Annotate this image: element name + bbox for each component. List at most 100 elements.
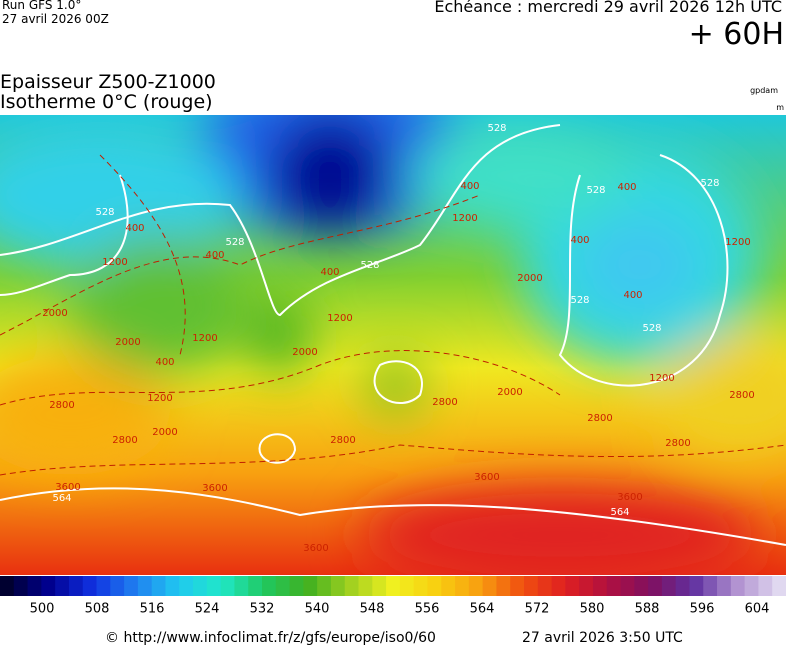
colorbar-swatch bbox=[124, 576, 139, 596]
contour-label: 400 bbox=[623, 290, 642, 301]
colorbar-label: 556 bbox=[415, 602, 440, 617]
contour-label: 2000 bbox=[115, 337, 140, 348]
colorbar-swatch bbox=[248, 576, 263, 596]
colorbar-label: 524 bbox=[195, 602, 220, 617]
title-2: Isotherme 0°C (rouge) bbox=[0, 91, 213, 113]
colorbar-swatch bbox=[468, 576, 484, 596]
contour-label: 400 bbox=[320, 267, 339, 278]
colorbar-swatch bbox=[55, 576, 70, 596]
field-blobs bbox=[0, 115, 786, 575]
colorbar-swatch bbox=[744, 576, 759, 596]
colorbar-swatch bbox=[358, 576, 373, 596]
colorbar-swatch bbox=[772, 576, 786, 596]
title-1: Epaisseur Z500-Z1000 bbox=[0, 71, 216, 93]
colorbar-swatch bbox=[165, 576, 180, 596]
contour-label: 3600 bbox=[55, 482, 80, 493]
unit-1: gpdam bbox=[750, 86, 778, 95]
colorbar-swatch bbox=[289, 576, 304, 596]
valid-time: Echéance : mercredi 29 avril 2026 12h UT… bbox=[434, 0, 782, 16]
colorbar-label: 532 bbox=[250, 602, 275, 617]
colorbar-label: 508 bbox=[85, 602, 110, 617]
colorbar-swatch bbox=[68, 576, 84, 596]
colorbar-swatch bbox=[717, 576, 732, 596]
colorbar-swatch bbox=[386, 576, 401, 596]
contour-label: 528 bbox=[360, 260, 379, 271]
contour-label: 3600 bbox=[474, 472, 499, 483]
colorbar-swatch bbox=[675, 576, 690, 596]
contour-label: 3600 bbox=[202, 483, 227, 494]
colorbar-label: 596 bbox=[690, 602, 715, 617]
colorbar-swatch bbox=[703, 576, 718, 596]
colorbar-swatch bbox=[648, 576, 663, 596]
colorbar-swatch bbox=[13, 576, 29, 596]
contour-label: 564 bbox=[52, 493, 71, 504]
colorbar-label: 588 bbox=[635, 602, 660, 617]
lead-time: + 60H bbox=[688, 17, 784, 52]
contour-label: 1200 bbox=[725, 237, 750, 248]
colorbar-swatch bbox=[455, 576, 470, 596]
colorbar-swatch bbox=[496, 576, 511, 596]
unit-2: m bbox=[776, 103, 784, 112]
contour-label: 400 bbox=[205, 250, 224, 261]
colorbar-swatch bbox=[206, 576, 222, 596]
footer-generated: 27 avril 2026 3:50 UTC bbox=[522, 630, 683, 646]
colorbar-swatch bbox=[413, 576, 428, 596]
contour-label: 1200 bbox=[327, 313, 352, 324]
contour-label: 528 bbox=[586, 185, 605, 196]
contour-label: 400 bbox=[155, 357, 174, 368]
colorbar-swatch bbox=[661, 576, 677, 596]
colorbar-swatch bbox=[179, 576, 194, 596]
colorbar-swatch bbox=[510, 576, 525, 596]
contour-label: 528 bbox=[642, 323, 661, 334]
contour-label: 2000 bbox=[517, 273, 542, 284]
contour-label: 528 bbox=[225, 237, 244, 248]
freezing-level bbox=[0, 154, 786, 476]
colorbar-label: 540 bbox=[305, 602, 330, 617]
contour-label: 2800 bbox=[112, 435, 137, 446]
colorbar-swatch bbox=[592, 576, 608, 596]
colorbar-label: 548 bbox=[360, 602, 385, 617]
contour-label: 2800 bbox=[49, 400, 74, 411]
colorbar-label: 500 bbox=[30, 602, 55, 617]
thickness-contours bbox=[0, 124, 786, 546]
colorbar-swatch bbox=[275, 576, 291, 596]
contour-label: 3600 bbox=[617, 492, 642, 503]
contour-label: 3600 bbox=[303, 543, 328, 554]
colorbar-swatch bbox=[137, 576, 153, 596]
colorbar-swatch bbox=[0, 576, 15, 596]
contour-label: 1200 bbox=[147, 393, 172, 404]
contour-label: 528 bbox=[487, 123, 506, 134]
colorbar-swatch bbox=[234, 576, 249, 596]
run: Run GFS 1.0° bbox=[2, 0, 82, 12]
colorbar: 500 508 516 524 532 540 548 556 564 572 580 588 596 6… bbox=[0, 576, 786, 616]
contour-label: 400 bbox=[125, 223, 144, 234]
colorbar-swatch bbox=[620, 576, 635, 596]
colorbar-swatch bbox=[730, 576, 746, 596]
contour-label: 2800 bbox=[665, 438, 690, 449]
contour-label: 1200 bbox=[192, 333, 217, 344]
colorbar-swatch bbox=[372, 576, 387, 596]
contour-label: 528 bbox=[570, 295, 589, 306]
colorbar-swatch bbox=[606, 576, 622, 596]
contour-label: 1200 bbox=[452, 213, 477, 224]
colorbar-swatch bbox=[427, 576, 442, 596]
contour-label: 1200 bbox=[649, 373, 674, 384]
colorbar-swatch bbox=[82, 576, 98, 596]
colorbar-swatch bbox=[524, 576, 539, 596]
colorbar-swatch bbox=[758, 576, 773, 596]
colorbar-swatch bbox=[537, 576, 553, 596]
contour-label: 400 bbox=[570, 235, 589, 246]
colorbar-swatch bbox=[634, 576, 649, 596]
contour-label: 528 bbox=[700, 178, 719, 189]
colorbar-label: 572 bbox=[525, 602, 550, 617]
colorbar-swatch bbox=[303, 576, 318, 596]
contour-label: 2000 bbox=[42, 308, 67, 319]
contour-label: 2800 bbox=[587, 413, 612, 424]
colorbar-swatch bbox=[193, 576, 208, 596]
contour-label: 564 bbox=[610, 507, 629, 518]
contour-label: 528 bbox=[95, 207, 114, 218]
colorbar-swatch bbox=[151, 576, 166, 596]
footer-url: © http://www.infoclimat.fr/z/gfs/europe/… bbox=[105, 630, 436, 646]
colorbar-label: 516 bbox=[140, 602, 165, 617]
